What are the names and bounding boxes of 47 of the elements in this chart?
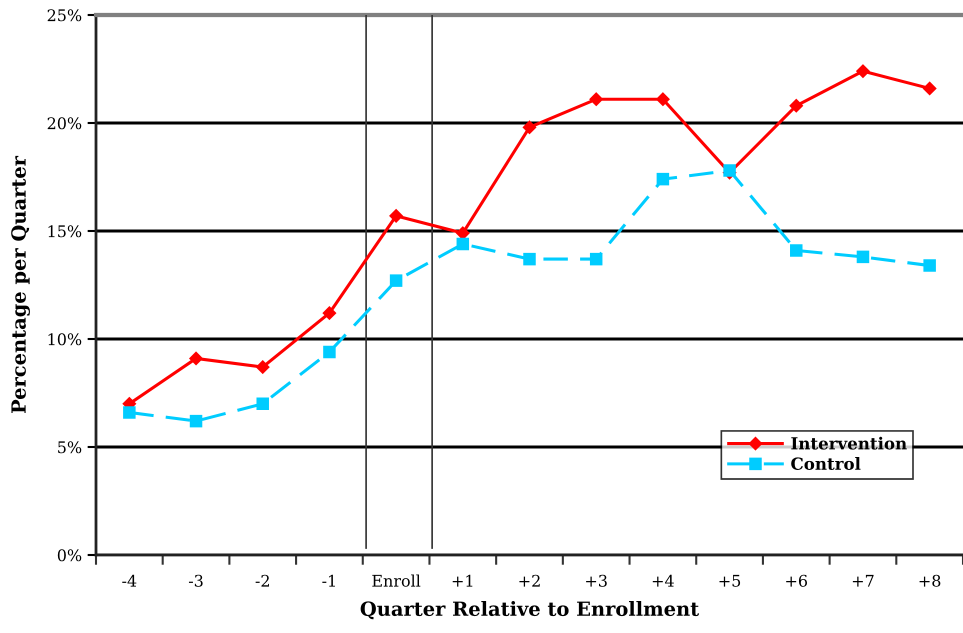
point	[790, 244, 803, 257]
x-tick-label: +5	[719, 574, 740, 587]
x-tick-label: +4	[652, 574, 674, 587]
x-tick-label: -2	[256, 574, 269, 587]
point	[856, 64, 870, 78]
y-tick-label: 15%	[48, 225, 82, 238]
x-tick-label: -1	[322, 574, 335, 587]
point	[256, 360, 270, 374]
point	[656, 92, 670, 106]
point	[923, 259, 936, 272]
point	[456, 226, 470, 240]
point	[190, 414, 202, 428]
x-tick-label: -3	[188, 574, 203, 587]
point	[390, 274, 402, 287]
x-axis-title: Quarter Relative to Enrollment	[360, 601, 700, 620]
point	[323, 346, 336, 358]
y-tick-label: 0%	[58, 549, 82, 562]
legend-label: Control	[791, 457, 861, 470]
y-tick-label: 25%	[48, 9, 82, 22]
point	[522, 120, 536, 134]
x-tick-label: Enroll	[372, 574, 420, 587]
point	[723, 164, 736, 177]
x-tick-label: +7	[852, 574, 874, 587]
y-tick-label: 20%	[48, 117, 82, 130]
point	[322, 306, 336, 320]
point	[590, 252, 602, 266]
x-tick-label: +2	[519, 574, 540, 587]
legend-label: Intervention	[791, 436, 907, 450]
point	[856, 250, 870, 264]
y-tick-label: 5%	[58, 441, 82, 454]
point	[123, 406, 136, 419]
point	[456, 238, 470, 250]
point	[389, 209, 403, 223]
x-tick-label: -4	[122, 574, 136, 587]
point	[523, 252, 536, 266]
x-tick-label: +6	[786, 574, 808, 587]
y-tick-label: 10%	[48, 333, 82, 346]
point	[256, 398, 269, 410]
x-tick-label: +8	[920, 574, 940, 587]
y-axis-title: Percentage per Quarter	[11, 156, 30, 414]
point	[789, 98, 804, 113]
point	[922, 82, 936, 96]
point	[589, 92, 603, 106]
x-tick-label: +1	[452, 574, 472, 587]
point	[656, 172, 670, 186]
point	[189, 352, 203, 366]
x-tick-label: +3	[586, 574, 607, 587]
